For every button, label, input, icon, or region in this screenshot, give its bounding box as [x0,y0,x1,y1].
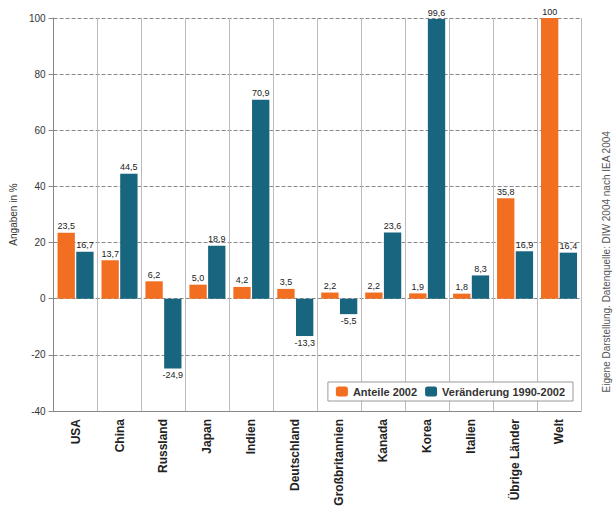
svg-text:3,5: 3,5 [280,277,293,287]
svg-text:8,3: 8,3 [474,264,487,274]
svg-text:16,9: 16,9 [516,240,534,250]
svg-text:Eigene Darstellung. Datenquell: Eigene Darstellung. Datenquelle: DIW 200… [601,131,612,393]
svg-text:100: 100 [29,13,46,24]
svg-text:Japan: Japan [200,419,214,454]
svg-text:6,2: 6,2 [148,270,161,280]
svg-text:4,2: 4,2 [236,275,249,285]
svg-text:44,5: 44,5 [120,162,138,172]
svg-text:23,6: 23,6 [384,221,402,231]
svg-text:16,7: 16,7 [76,240,94,250]
svg-text:Korea: Korea [420,419,434,453]
svg-text:0: 0 [40,293,46,304]
svg-text:100: 100 [542,7,557,17]
svg-text:-13,3: -13,3 [294,338,315,348]
svg-text:Indien: Indien [244,419,258,454]
svg-text:60: 60 [34,125,46,136]
svg-text:1,9: 1,9 [412,282,425,292]
svg-text:2,2: 2,2 [324,281,337,291]
svg-text:40: 40 [34,181,46,192]
svg-text:20: 20 [34,237,46,248]
svg-text:Angaben in %: Angaben in % [8,183,19,245]
svg-text:Welt: Welt [552,419,566,444]
svg-text:2,2: 2,2 [368,281,381,291]
svg-text:Deutschland: Deutschland [288,419,302,491]
svg-text:Italien: Italien [464,419,478,454]
svg-text:80: 80 [34,69,46,80]
svg-text:16,4: 16,4 [560,241,578,251]
svg-text:70,9: 70,9 [252,88,270,98]
svg-text:-5,5: -5,5 [341,316,357,326]
svg-text:23,5: 23,5 [57,221,75,231]
svg-text:35,8: 35,8 [497,187,515,197]
svg-text:5,0: 5,0 [192,273,205,283]
svg-text:-20: -20 [31,349,46,360]
svg-text:Übrige Länder: Übrige Länder [507,419,522,501]
svg-text:-24,9: -24,9 [163,370,184,380]
svg-text:China: China [113,419,127,453]
svg-text:Russland: Russland [156,419,170,473]
svg-text:Kanada: Kanada [376,419,390,463]
svg-text:18,9: 18,9 [208,234,226,244]
svg-text:Veränderung 1990-2002: Veränderung 1990-2002 [442,386,565,398]
svg-text:Anteile 2002: Anteile 2002 [353,386,417,398]
svg-text:99,6: 99,6 [428,8,446,18]
svg-text:13,7: 13,7 [101,249,119,259]
svg-text:USA: USA [69,419,83,445]
svg-text:1,8: 1,8 [456,282,469,292]
svg-text:-40: -40 [31,406,46,417]
svg-text:Großbritannien: Großbritannien [332,419,346,506]
